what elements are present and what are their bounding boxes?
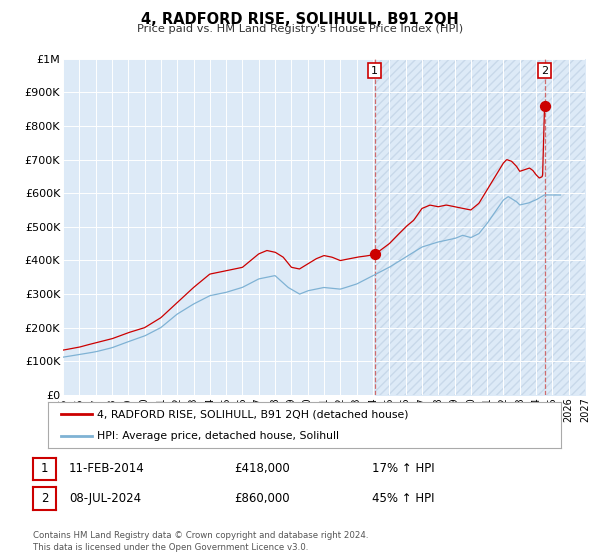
Text: 17% ↑ HPI: 17% ↑ HPI xyxy=(372,462,434,475)
Text: This data is licensed under the Open Government Licence v3.0.: This data is licensed under the Open Gov… xyxy=(33,543,308,552)
Point xyxy=(370,250,380,259)
Point xyxy=(540,101,550,110)
Bar xyxy=(375,59,585,395)
Text: 4, RADFORD RISE, SOLIHULL, B91 2QH (detached house): 4, RADFORD RISE, SOLIHULL, B91 2QH (deta… xyxy=(97,409,408,419)
Text: 45% ↑ HPI: 45% ↑ HPI xyxy=(372,492,434,505)
Text: HPI: Average price, detached house, Solihull: HPI: Average price, detached house, Soli… xyxy=(97,431,339,441)
Text: Contains HM Land Registry data © Crown copyright and database right 2024.: Contains HM Land Registry data © Crown c… xyxy=(33,531,368,540)
Text: 2: 2 xyxy=(541,66,548,76)
Text: 2: 2 xyxy=(41,492,48,505)
Text: 1: 1 xyxy=(371,66,378,76)
Text: 1: 1 xyxy=(41,462,48,475)
Text: 08-JUL-2024: 08-JUL-2024 xyxy=(69,492,141,505)
Text: £418,000: £418,000 xyxy=(234,462,290,475)
Text: 4, RADFORD RISE, SOLIHULL, B91 2QH: 4, RADFORD RISE, SOLIHULL, B91 2QH xyxy=(141,12,459,27)
Text: Price paid vs. HM Land Registry's House Price Index (HPI): Price paid vs. HM Land Registry's House … xyxy=(137,24,463,34)
Text: £860,000: £860,000 xyxy=(234,492,290,505)
Text: 11-FEB-2014: 11-FEB-2014 xyxy=(69,462,145,475)
